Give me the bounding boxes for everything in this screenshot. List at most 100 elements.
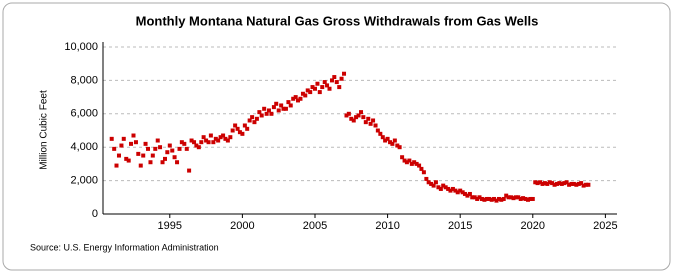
data-point	[557, 181, 562, 186]
data-point	[298, 96, 303, 101]
data-point	[499, 197, 504, 202]
y-tick-label: 0	[92, 208, 98, 220]
data-point	[441, 183, 446, 188]
data-point	[545, 181, 550, 186]
data-point	[116, 153, 121, 158]
data-point	[559, 181, 564, 186]
data-point	[228, 135, 233, 140]
data-point	[400, 155, 405, 160]
data-point	[516, 195, 521, 200]
data-point	[303, 93, 308, 98]
data-point	[388, 140, 393, 145]
data-point	[494, 198, 499, 203]
data-point	[305, 88, 310, 93]
data-point	[562, 181, 567, 186]
data-point	[204, 138, 209, 143]
data-point	[175, 160, 180, 165]
data-point	[424, 176, 429, 181]
y-tick-label: 10,000	[64, 41, 98, 53]
data-point	[172, 155, 177, 160]
data-point	[346, 111, 351, 116]
data-point	[141, 153, 146, 158]
data-point	[262, 106, 267, 111]
data-point	[194, 143, 199, 148]
data-point	[373, 123, 378, 128]
data-point	[453, 188, 458, 193]
data-point	[162, 156, 167, 161]
data-point	[312, 86, 317, 91]
data-point	[223, 136, 228, 141]
x-tick-label: 2010	[375, 220, 399, 232]
data-point	[513, 195, 518, 200]
data-point	[511, 196, 516, 201]
data-point	[363, 120, 368, 125]
data-point	[530, 196, 535, 201]
data-point	[124, 156, 129, 161]
data-point	[332, 75, 337, 80]
source: Source: U.S. Energy Information Administ…	[30, 242, 219, 252]
data-point	[378, 131, 383, 136]
data-point	[337, 85, 342, 90]
data-point	[552, 182, 557, 187]
data-point	[576, 181, 581, 186]
data-point	[460, 190, 465, 195]
data-point	[131, 133, 136, 138]
data-point	[533, 180, 538, 185]
data-point	[177, 146, 182, 151]
data-point	[567, 182, 572, 187]
data-point	[397, 145, 402, 150]
data-point	[213, 136, 218, 141]
data-point	[436, 185, 441, 190]
data-point	[523, 196, 528, 201]
data-point	[334, 80, 339, 85]
data-point	[165, 150, 170, 155]
data-point	[450, 186, 455, 191]
data-point	[325, 83, 330, 88]
y-axis-label: Million Cubic Feet	[39, 90, 50, 170]
data-point	[146, 146, 151, 151]
data-point	[402, 158, 407, 163]
data-point	[339, 76, 344, 81]
data-point	[472, 195, 477, 200]
data-point	[245, 126, 250, 131]
data-point	[160, 160, 165, 165]
data-point	[293, 95, 298, 100]
data-point	[247, 118, 252, 123]
data-point	[433, 180, 438, 185]
data-point	[555, 181, 560, 186]
data-point	[138, 163, 143, 168]
data-point	[310, 85, 315, 90]
data-point	[276, 108, 281, 113]
data-point	[281, 106, 286, 111]
data-point	[237, 130, 242, 135]
data-point	[199, 140, 204, 145]
data-point	[518, 196, 523, 201]
data-point	[250, 115, 255, 120]
data-point	[233, 123, 238, 128]
data-point	[216, 138, 221, 143]
data-point	[179, 140, 184, 145]
data-point	[392, 138, 397, 143]
data-point	[506, 195, 511, 200]
data-point	[574, 182, 579, 187]
data-point	[446, 186, 451, 191]
data-point	[167, 143, 172, 148]
data-point	[187, 168, 192, 173]
data-point	[182, 141, 187, 146]
y-tick-label: 4,000	[70, 141, 98, 153]
y-tick-label: 6,000	[70, 108, 98, 120]
data-point	[443, 185, 448, 190]
frame	[2, 2, 671, 271]
data-point	[569, 181, 574, 186]
data-point	[390, 141, 395, 146]
data-point	[467, 191, 472, 196]
data-point	[385, 136, 390, 141]
data-point	[484, 196, 489, 201]
data-point	[329, 78, 334, 83]
chart-title: Monthly Montana Natural Gas Gross Withdr…	[136, 13, 539, 28]
data-point	[412, 160, 417, 165]
data-point	[129, 141, 134, 146]
data-point	[148, 160, 153, 165]
data-point	[487, 196, 492, 201]
